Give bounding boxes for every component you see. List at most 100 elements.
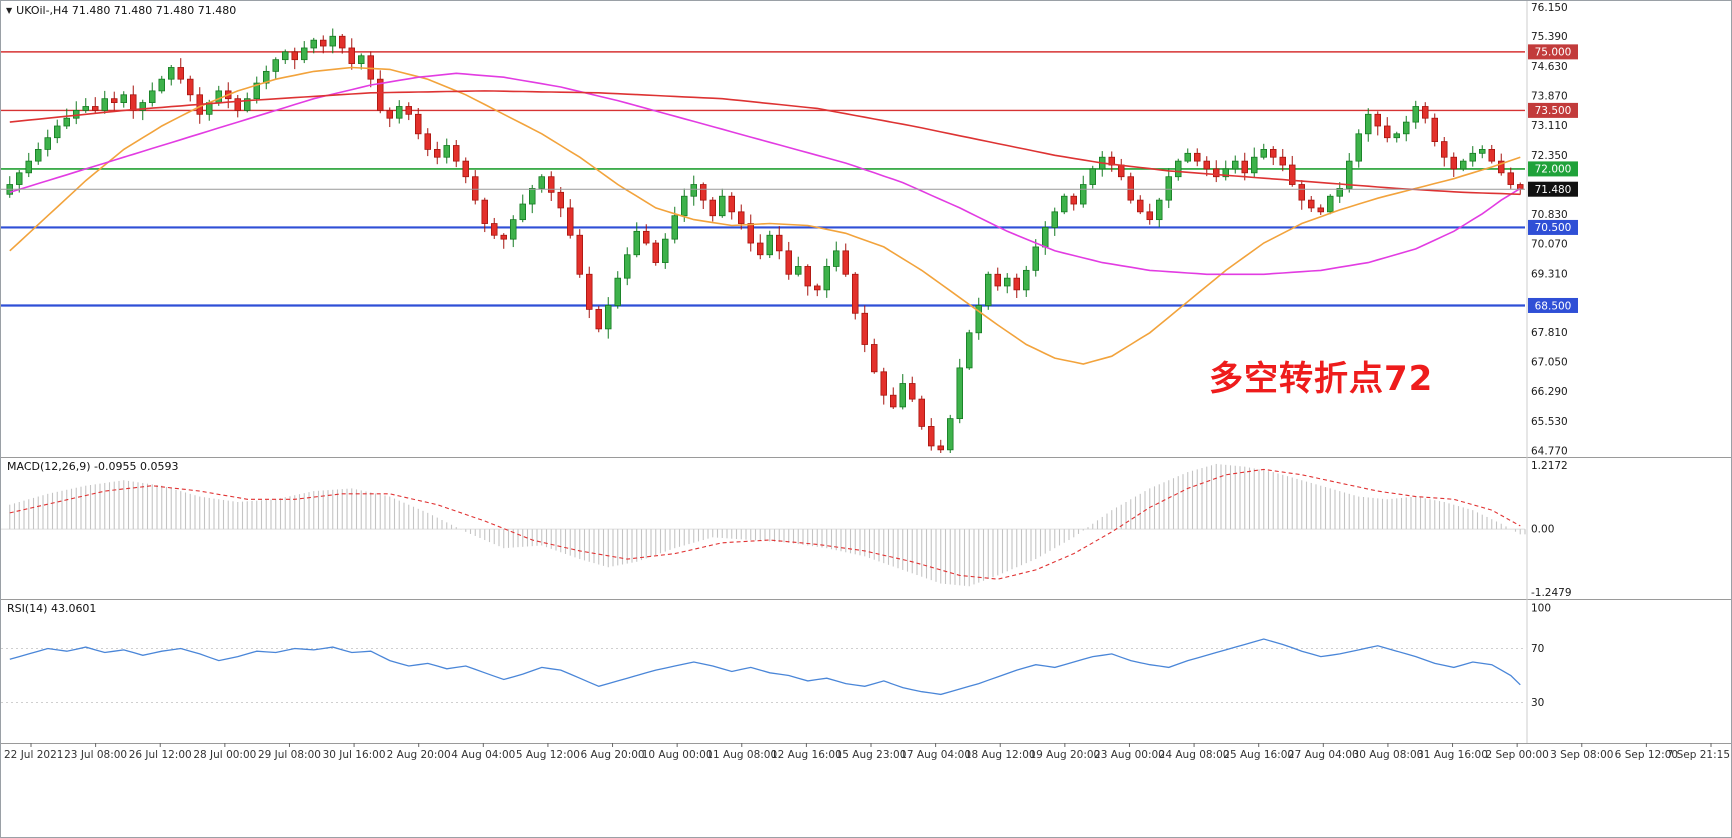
candle-body[interactable] xyxy=(1051,211,1059,228)
candle-body[interactable] xyxy=(63,117,71,127)
candle-body[interactable] xyxy=(880,371,888,396)
candle-body[interactable] xyxy=(1032,246,1040,271)
candle-body[interactable] xyxy=(1137,199,1144,213)
candle-body[interactable] xyxy=(1431,117,1439,143)
candle-body[interactable] xyxy=(985,273,992,306)
candle-body[interactable] xyxy=(300,47,308,61)
time-axis[interactable]: 22 Jul 2021 23 Jul 08:00 26 Jul 12:00 28 Ju… xyxy=(4,743,1730,761)
candle-body[interactable] xyxy=(509,219,517,240)
candle-body[interactable] xyxy=(1156,199,1163,221)
candle-body[interactable] xyxy=(1488,149,1496,162)
candle-body[interactable] xyxy=(738,211,745,224)
candle-body[interactable] xyxy=(681,195,688,217)
candle-body[interactable] xyxy=(1450,156,1458,170)
candle-body[interactable] xyxy=(871,344,878,373)
candle-body[interactable] xyxy=(1222,168,1230,178)
candle-body[interactable] xyxy=(1108,156,1116,166)
candle-body[interactable] xyxy=(139,102,146,111)
candle-body[interactable] xyxy=(1184,152,1192,162)
candle-body[interactable] xyxy=(1374,113,1382,127)
candle-body[interactable] xyxy=(519,203,527,221)
candle-body[interactable] xyxy=(795,266,802,275)
candle-body[interactable] xyxy=(567,207,574,236)
candle-body[interactable] xyxy=(1336,188,1344,197)
candle-body[interactable] xyxy=(1298,184,1306,201)
candle-body[interactable] xyxy=(167,67,175,80)
candle-body[interactable] xyxy=(652,242,660,263)
candle-body[interactable] xyxy=(319,39,327,47)
candle-body[interactable] xyxy=(576,234,584,275)
candle-body[interactable] xyxy=(1232,160,1239,170)
candle-body[interactable] xyxy=(947,418,954,451)
candle-body[interactable] xyxy=(1042,227,1049,248)
candle-body[interactable] xyxy=(35,149,42,162)
candle-body[interactable] xyxy=(500,234,507,240)
candle-body[interactable] xyxy=(281,51,289,61)
candle-body[interactable] xyxy=(54,125,61,139)
candle-body[interactable] xyxy=(624,254,631,279)
candle-body[interactable] xyxy=(15,172,23,185)
candle-body[interactable] xyxy=(1289,164,1296,185)
candle-body[interactable] xyxy=(605,305,612,330)
candle-body[interactable] xyxy=(529,188,536,205)
candle-body[interactable] xyxy=(804,266,812,287)
candle-body[interactable] xyxy=(1194,152,1201,162)
candle-body[interactable] xyxy=(272,59,279,72)
candle-body[interactable] xyxy=(262,70,270,84)
candle-body[interactable] xyxy=(424,133,431,150)
candle-body[interactable] xyxy=(148,90,156,103)
candle-body[interactable] xyxy=(243,98,251,111)
candle-body[interactable] xyxy=(186,78,194,96)
candle-body[interactable] xyxy=(890,394,897,408)
candle-body[interactable] xyxy=(633,230,641,256)
candle-body[interactable] xyxy=(1260,149,1268,158)
candle-body[interactable] xyxy=(101,98,109,111)
candle-body[interactable] xyxy=(548,176,555,193)
candle-body[interactable] xyxy=(1061,195,1068,213)
candle-body[interactable] xyxy=(1213,168,1220,178)
candle-body[interactable] xyxy=(833,250,840,267)
candle-body[interactable] xyxy=(975,305,983,334)
candle-body[interactable] xyxy=(1346,160,1353,189)
candle-body[interactable] xyxy=(1384,125,1391,139)
candle-body[interactable] xyxy=(595,308,603,330)
candle-body[interactable] xyxy=(1004,277,1011,287)
candle-body[interactable] xyxy=(234,98,241,111)
candle-body[interactable] xyxy=(1013,277,1021,291)
candle-body[interactable] xyxy=(405,106,412,115)
candle-body[interactable] xyxy=(291,51,298,61)
candle-body[interactable] xyxy=(1393,133,1401,139)
candle-body[interactable] xyxy=(1460,160,1467,170)
candle-body[interactable] xyxy=(861,312,869,345)
candle-body[interactable] xyxy=(899,383,907,408)
candle-body[interactable] xyxy=(671,215,679,240)
candle-body[interactable] xyxy=(719,195,726,217)
candle-body[interactable] xyxy=(348,47,355,64)
candle-body[interactable] xyxy=(918,398,926,427)
candle-body[interactable] xyxy=(1023,269,1030,291)
candle-body[interactable] xyxy=(1355,133,1363,162)
price-scale[interactable]: 76.150 75.390 74.630 73.870 73.110 72.350 70.8… xyxy=(1531,2,1568,458)
candle-body[interactable] xyxy=(966,332,973,369)
candle-body[interactable] xyxy=(310,39,317,49)
candle-body[interactable] xyxy=(842,250,850,275)
candle-body[interactable] xyxy=(1317,207,1325,213)
candle-body[interactable] xyxy=(1327,195,1334,213)
candle-body[interactable] xyxy=(1175,160,1182,178)
candle-body[interactable] xyxy=(557,191,565,209)
candle-body[interactable] xyxy=(357,55,365,64)
candle-body[interactable] xyxy=(1507,172,1515,185)
candle-body[interactable] xyxy=(443,145,450,158)
candle-body[interactable] xyxy=(1270,149,1277,158)
candle-body[interactable] xyxy=(728,195,736,213)
candle-body[interactable] xyxy=(994,273,1002,287)
candle-body[interactable] xyxy=(92,106,99,111)
candle-body[interactable] xyxy=(490,223,498,236)
candle-body[interactable] xyxy=(25,160,32,174)
candle-body[interactable] xyxy=(1089,168,1097,185)
candle-body[interactable] xyxy=(776,234,783,252)
candle-body[interactable] xyxy=(586,273,593,310)
candle-body[interactable] xyxy=(662,238,669,263)
candle-body[interactable] xyxy=(1118,164,1125,178)
